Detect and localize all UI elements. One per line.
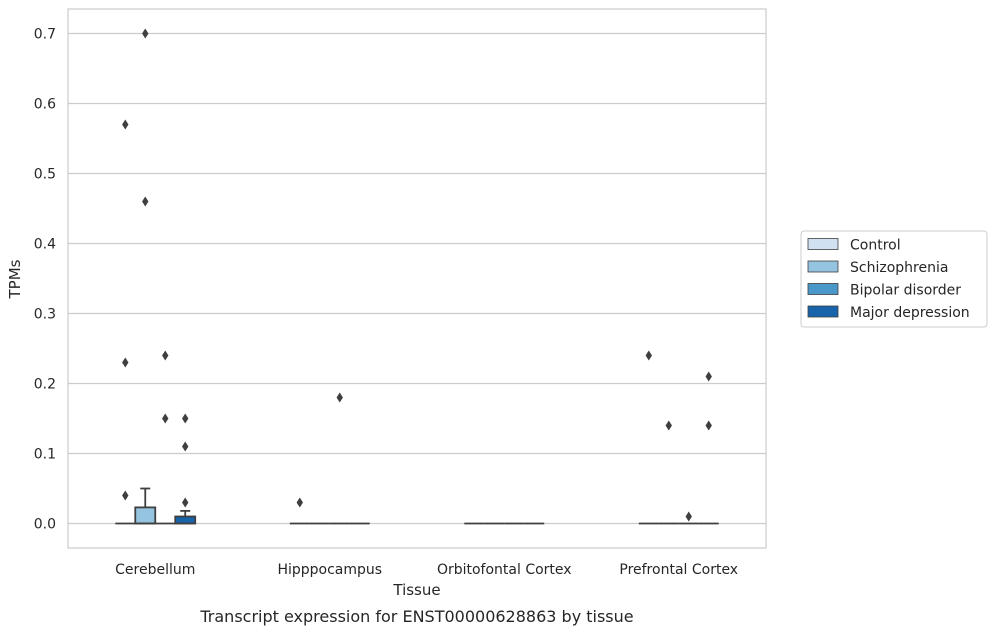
legend-label: Schizophrenia xyxy=(850,260,948,276)
y-tick-label: 0.1 xyxy=(34,447,56,463)
outlier-point xyxy=(182,413,189,424)
outliers xyxy=(122,28,712,522)
legend-label: Control xyxy=(850,238,901,254)
outlier-point xyxy=(162,350,169,361)
outlier-point xyxy=(705,420,712,431)
outlier-point xyxy=(336,392,343,403)
legend-swatch xyxy=(807,305,839,318)
y-axis-ticks: 0.0 0.1 0.2 0.3 0.4 0.5 0.6 0.7 xyxy=(34,27,56,533)
box xyxy=(134,506,157,525)
legend-swatch xyxy=(807,260,839,273)
legend: Control Schizophrenia Bipolar disorder Majo… xyxy=(800,230,988,328)
legend-label: Major depression xyxy=(850,305,970,321)
x-axis-label: Tissue xyxy=(392,581,440,599)
outlier-point xyxy=(685,511,692,522)
outlier-point xyxy=(665,420,672,431)
outlier-point xyxy=(162,413,169,424)
legend-swatch xyxy=(807,238,839,250)
legend-frame xyxy=(800,230,988,328)
chart-caption: Transcript expression for ENST0000062886… xyxy=(199,607,633,626)
y-tick-label: 0.6 xyxy=(34,97,56,113)
box xyxy=(174,515,197,525)
outlier-point xyxy=(122,490,129,501)
boxes xyxy=(115,487,719,525)
y-tick-label: 0.2 xyxy=(34,377,56,393)
legend-swatch xyxy=(807,283,839,295)
x-tick-label: Hipppocampus xyxy=(277,562,382,578)
outlier-point xyxy=(645,350,652,361)
outlier-point xyxy=(182,497,189,508)
x-tick-label: Cerebellum xyxy=(115,562,195,578)
outlier-point xyxy=(122,357,129,368)
y-tick-label: 0.0 xyxy=(34,517,56,533)
outlier-point xyxy=(142,196,149,207)
y-tick-label: 0.5 xyxy=(34,167,56,183)
x-axis-ticks: Cerebellum Hipppocampus Orbitofontal Corte… xyxy=(115,562,738,578)
outlier-point xyxy=(142,28,149,39)
legend-label: Bipolar disorder xyxy=(850,283,961,299)
plot-frame xyxy=(67,8,767,549)
y-tick-label: 0.3 xyxy=(34,307,56,323)
y-tick-label: 0.7 xyxy=(34,27,56,43)
outlier-point xyxy=(296,497,303,508)
outlier-point xyxy=(705,371,712,382)
outlier-point xyxy=(182,441,189,452)
y-axis-label: TPMs xyxy=(6,259,24,299)
y-tick-label: 0.4 xyxy=(34,237,56,253)
x-tick-label: Prefrontal Cortex xyxy=(619,562,738,578)
x-tick-label: Orbitofontal Cortex xyxy=(437,562,572,578)
outlier-point xyxy=(122,119,129,130)
